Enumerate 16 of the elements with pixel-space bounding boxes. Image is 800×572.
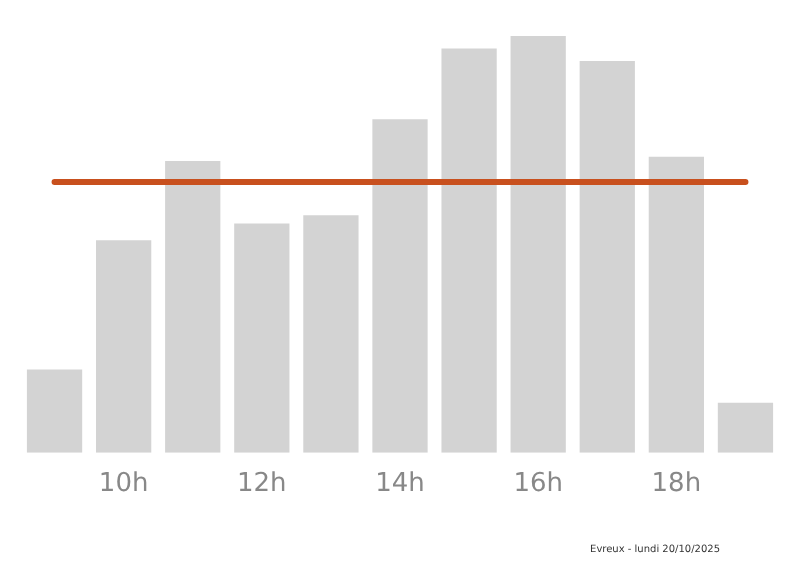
bar xyxy=(510,36,566,453)
bar xyxy=(96,240,152,453)
bar xyxy=(441,48,497,453)
bar xyxy=(372,119,428,453)
bar xyxy=(579,61,635,453)
x-tick-label: 18h xyxy=(651,469,702,500)
bar xyxy=(165,161,221,453)
x-tick-label: 14h xyxy=(375,469,425,500)
bar xyxy=(303,215,359,453)
bar xyxy=(234,223,290,453)
x-tick-label: 12h xyxy=(237,469,287,500)
bar xyxy=(648,156,704,453)
x-tick-label: 10h xyxy=(98,469,149,500)
x-tick-label: 16h xyxy=(513,469,563,500)
bar xyxy=(26,369,83,453)
bar xyxy=(717,402,774,453)
